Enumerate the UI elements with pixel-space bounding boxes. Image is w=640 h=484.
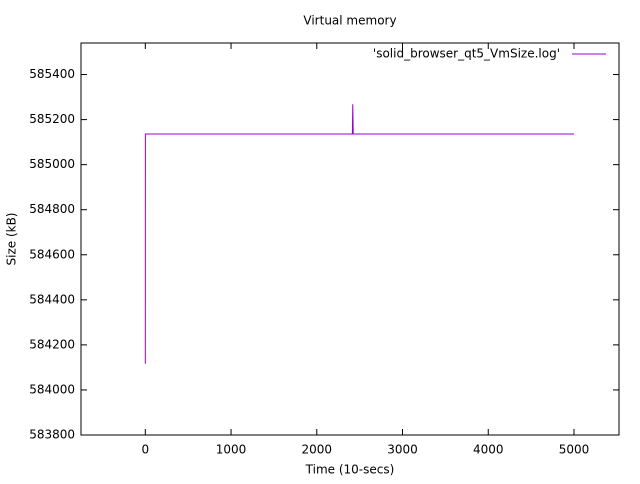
- y-tick-label: 585200: [29, 112, 75, 126]
- x-tick-label: 5000: [559, 443, 590, 457]
- legend-label: 'solid_browser_qt5_VmSize.log': [373, 47, 560, 61]
- y-tick-label: 584200: [29, 337, 75, 351]
- x-tick-label: 0: [141, 443, 149, 457]
- y-tick-label: 583800: [29, 428, 75, 442]
- y-tick-label: 585000: [29, 157, 75, 171]
- x-tick-label: 1000: [216, 443, 247, 457]
- y-tick-label: 584000: [29, 382, 75, 396]
- y-tick-label: 584400: [29, 292, 75, 306]
- x-tick-label: 4000: [473, 443, 504, 457]
- y-tick-label: 584800: [29, 202, 75, 216]
- y-axis-label: Size (kB): [5, 213, 19, 266]
- x-axis-label: Time (10-secs): [305, 463, 395, 477]
- plot-frame: [80, 42, 620, 436]
- chart-title: Virtual memory: [303, 14, 396, 28]
- data-line: [144, 104, 574, 364]
- y-tick-label: 584600: [29, 247, 75, 261]
- y-tick-label: 585400: [29, 67, 75, 81]
- x-tick-label: 2000: [302, 443, 333, 457]
- x-tick-label: 3000: [387, 443, 418, 457]
